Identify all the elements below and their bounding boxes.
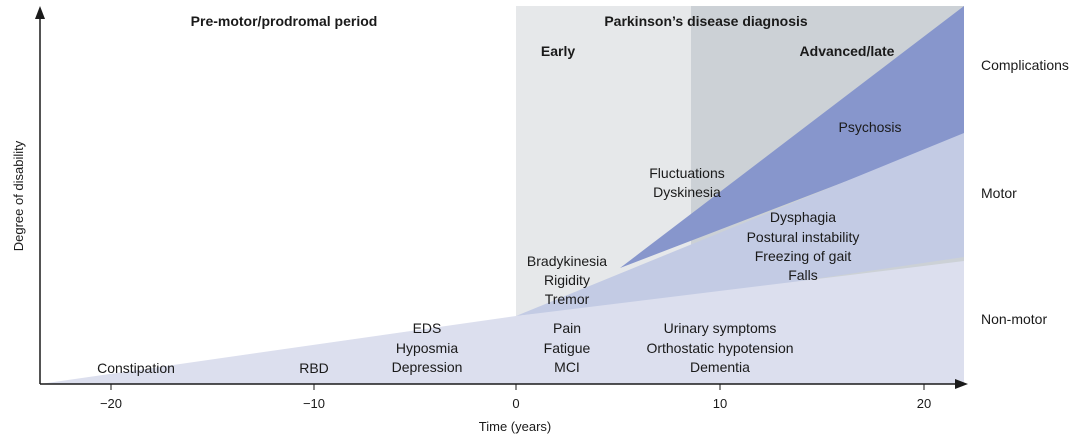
symptom-constipation: Constipation bbox=[97, 360, 175, 376]
symptom-fluctuations: Fluctuations bbox=[649, 165, 724, 181]
nonmotor-region bbox=[40, 261, 964, 384]
complications-region bbox=[620, 6, 964, 268]
advanced-header: Advanced/late bbox=[800, 43, 895, 59]
category-nonmotor: Non-motor bbox=[981, 311, 1047, 327]
x-tick-label: −20 bbox=[100, 396, 122, 411]
symptom-hyposmia: Hyposmia bbox=[396, 340, 458, 356]
symptom-urinary: Urinary symptoms bbox=[664, 320, 777, 336]
symptom-rigidity: Rigidity bbox=[544, 272, 590, 288]
x-axis-arrow bbox=[955, 379, 968, 389]
symptom-dementia: Dementia bbox=[690, 359, 750, 375]
symptom-dysphagia: Dysphagia bbox=[770, 209, 836, 225]
y-axis-arrow bbox=[35, 6, 45, 19]
motor-region bbox=[516, 133, 964, 316]
symptom-eds: EDS bbox=[413, 320, 442, 336]
symptom-tremor: Tremor bbox=[545, 291, 590, 307]
symptom-postural-instability: Postural instability bbox=[747, 229, 860, 245]
symptom-dyskinesia: Dyskinesia bbox=[653, 184, 721, 200]
symptom-orthostatic-hypotension: Orthostatic hypotension bbox=[646, 340, 793, 356]
symptom-bradykinesia: Bradykinesia bbox=[527, 253, 607, 269]
symptom-rbd: RBD bbox=[299, 360, 329, 376]
symptom-fatigue: Fatigue bbox=[544, 340, 591, 356]
category-motor: Motor bbox=[981, 185, 1017, 201]
x-tick-label: 0 bbox=[512, 396, 519, 411]
symptom-mci: MCI bbox=[554, 359, 580, 375]
y-axis-label: Degree of disability bbox=[11, 140, 26, 251]
early-header: Early bbox=[541, 43, 575, 59]
symptom-falls: Falls bbox=[788, 267, 818, 283]
symptom-pain: Pain bbox=[553, 320, 581, 336]
x-tick-label: 10 bbox=[713, 396, 727, 411]
category-complications: Complications bbox=[981, 57, 1069, 73]
x-tick-label: −10 bbox=[303, 396, 325, 411]
premotor-header: Pre-motor/prodromal period bbox=[191, 13, 378, 29]
symptom-freezing-of-gait: Freezing of gait bbox=[755, 248, 852, 264]
symptom-depression: Depression bbox=[392, 359, 463, 375]
symptom-psychosis: Psychosis bbox=[838, 119, 901, 135]
x-tick-label: 20 bbox=[917, 396, 931, 411]
diagnosis-header: Parkinson’s disease diagnosis bbox=[604, 13, 808, 29]
x-axis-label: Time (years) bbox=[479, 419, 551, 434]
